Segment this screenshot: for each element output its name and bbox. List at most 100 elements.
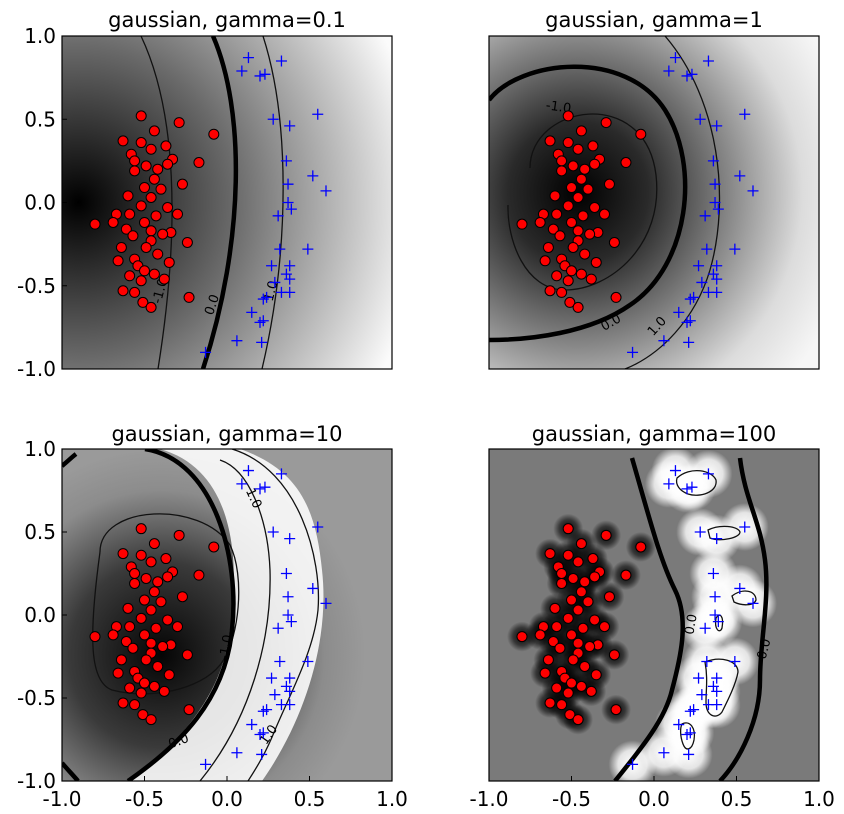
point-class-b — [275, 55, 287, 67]
point-class-a — [157, 228, 169, 240]
point-class-a — [152, 163, 164, 175]
point-class-a — [579, 660, 591, 672]
point-class-b — [231, 335, 243, 347]
point-class-a — [572, 556, 584, 568]
point-class-a — [572, 143, 584, 155]
contour-minus-1 — [507, 113, 658, 291]
point-class-a — [544, 285, 556, 297]
point-class-a — [547, 636, 559, 648]
point-class-a — [148, 173, 160, 185]
point-class-b — [257, 727, 269, 739]
point-class-b — [669, 52, 681, 64]
point-class-b — [658, 747, 670, 759]
point-class-a — [575, 125, 587, 137]
point-class-b — [312, 108, 324, 120]
point-class-a — [582, 596, 594, 608]
point-class-a — [620, 157, 632, 169]
point-class-a — [208, 128, 220, 140]
point-class-a — [140, 160, 152, 172]
point-class-a — [158, 273, 170, 285]
point-class-b — [284, 286, 296, 298]
contour-zero-right — [718, 457, 769, 781]
point-class-b — [729, 243, 741, 255]
point-class-b — [711, 672, 723, 684]
point-class-a — [556, 699, 568, 711]
point-class-a — [112, 255, 124, 267]
point-class-a — [542, 241, 554, 253]
point-class-b — [254, 70, 266, 82]
contour-plus-1-inner — [199, 459, 271, 781]
point-class-b — [242, 465, 254, 477]
point-class-a — [551, 208, 563, 220]
point-class-a — [567, 654, 579, 666]
point-class-b — [282, 178, 294, 190]
point-class-a — [145, 301, 157, 313]
point-class-a — [152, 248, 164, 260]
point-class-a — [579, 248, 591, 260]
point-class-b — [259, 68, 271, 80]
x-tick-label: -0.5 — [125, 787, 164, 811]
point-class-a — [112, 667, 124, 679]
point-class-b — [701, 655, 713, 667]
point-class-b — [739, 521, 751, 533]
point-class-a — [122, 602, 134, 614]
point-class-b — [693, 260, 705, 272]
point-class-a — [163, 256, 175, 268]
point-class-a — [575, 268, 587, 280]
point-class-a — [608, 236, 620, 248]
point-class-a — [148, 268, 160, 280]
point-class-a — [562, 137, 574, 149]
point-class-b — [285, 203, 297, 215]
point-class-b — [734, 582, 746, 594]
point-class-a — [127, 642, 139, 654]
point-class-a — [556, 577, 568, 589]
point-class-b — [254, 483, 266, 495]
point-class-b — [282, 197, 294, 208]
point-class-b — [282, 609, 294, 621]
point-class-b — [669, 465, 681, 477]
point-class-b — [673, 719, 685, 731]
point-class-a — [137, 709, 149, 721]
point-class-b — [699, 622, 711, 634]
point-class-a — [551, 621, 563, 633]
x-axis: -1.0 -0.5 0.0 0.5 1.0 — [42, 776, 408, 811]
point-class-a — [145, 143, 157, 155]
point-class-a — [163, 669, 175, 681]
point-class-b — [320, 597, 332, 609]
point-class-a — [562, 549, 574, 561]
point-class-a — [589, 158, 601, 170]
contour-zero — [200, 36, 239, 369]
point-class-b — [702, 55, 714, 67]
point-class-b — [242, 52, 254, 64]
point-class-a — [115, 654, 127, 666]
point-class-a — [516, 218, 528, 230]
point-class-b — [711, 120, 723, 132]
point-class-b — [711, 273, 723, 285]
point-class-b — [257, 705, 269, 717]
contour-minus-1 — [92, 513, 240, 695]
contour-zero-left — [613, 457, 685, 781]
point-class-a — [152, 660, 164, 672]
contour-island — [731, 590, 757, 606]
point-class-a — [135, 200, 147, 212]
point-class-a — [566, 677, 577, 689]
point-class-a — [547, 223, 559, 235]
point-class-b — [320, 185, 332, 197]
point-class-a — [584, 228, 596, 240]
point-class-b — [684, 705, 696, 717]
point-class-b — [236, 478, 248, 490]
contour-zero — [126, 449, 236, 781]
point-class-a — [572, 225, 584, 237]
point-class-a — [590, 256, 602, 268]
point-class-a — [587, 553, 599, 565]
point-class-a — [579, 576, 591, 588]
point-class-a — [124, 208, 136, 220]
point-class-b — [694, 113, 706, 125]
point-class-b — [256, 336, 268, 348]
point-class-a — [89, 631, 101, 643]
point-class-a — [566, 594, 577, 606]
point-class-b — [683, 748, 695, 760]
point-class-a — [564, 709, 576, 721]
point-class-a — [575, 586, 587, 598]
point-class-a — [589, 571, 601, 583]
